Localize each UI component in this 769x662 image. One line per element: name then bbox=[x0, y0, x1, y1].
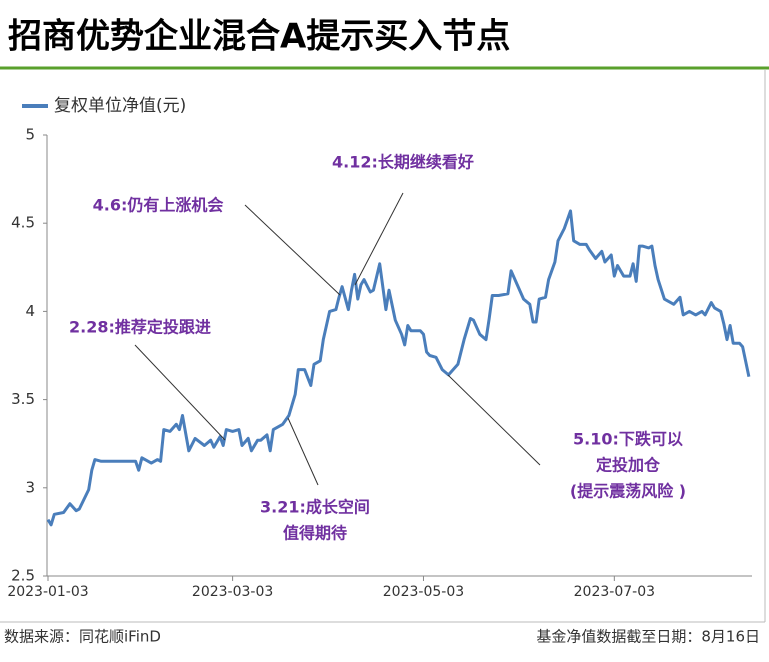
annotation-text: (提示震荡风险 ) bbox=[570, 482, 686, 501]
y-tick-label: 3.5 bbox=[11, 390, 35, 408]
annotation: 4.6:仍有上涨机会 bbox=[93, 196, 224, 215]
y-tick-label: 5 bbox=[25, 126, 35, 144]
annotation-text: 4.6:仍有上涨机会 bbox=[93, 196, 224, 215]
x-tick-label: 2023-01-03 bbox=[7, 584, 88, 600]
y-tick-label: 4 bbox=[25, 302, 35, 320]
line bbox=[46, 209, 751, 527]
x-tick-label: 2023-07-03 bbox=[574, 584, 655, 600]
legend-label: 复权单位净值(元) bbox=[54, 96, 186, 116]
annotation-text: 定投加仓 bbox=[595, 456, 661, 475]
annotation-leader bbox=[244, 204, 341, 296]
annotation: 2.28:推荐定投跟进 bbox=[69, 318, 211, 337]
annotation-text: 值得期待 bbox=[283, 524, 347, 543]
annotation-leader bbox=[134, 344, 226, 441]
y-tick-label: 4.5 bbox=[11, 214, 35, 232]
annotation: 4.12:长期继续看好 bbox=[332, 153, 474, 172]
y-tick-label: 3 bbox=[25, 478, 35, 496]
annotation-leader bbox=[287, 417, 319, 486]
annotation-text: 3.21:成长空间 bbox=[260, 498, 370, 517]
annotation-text: 4.12:长期继续看好 bbox=[332, 153, 474, 172]
annotation-text: 2.28:推荐定投跟进 bbox=[69, 318, 211, 337]
y-tick-label: 2.5 bbox=[11, 567, 35, 585]
annotation-leader bbox=[447, 374, 541, 466]
x-tick-label: 2023-03-03 bbox=[192, 584, 273, 600]
note: 基金净值数据截至日期：8月16日 bbox=[536, 628, 760, 646]
annotation-text: 5.10:下跌可以 bbox=[573, 430, 683, 449]
annotation-leader bbox=[354, 192, 404, 286]
chart-title: 招商优势企业混合A提示买入节点 bbox=[8, 17, 510, 57]
source: 数据来源：同花顺iFinD bbox=[4, 628, 161, 646]
x-tick-label: 2023-05-03 bbox=[383, 584, 464, 600]
